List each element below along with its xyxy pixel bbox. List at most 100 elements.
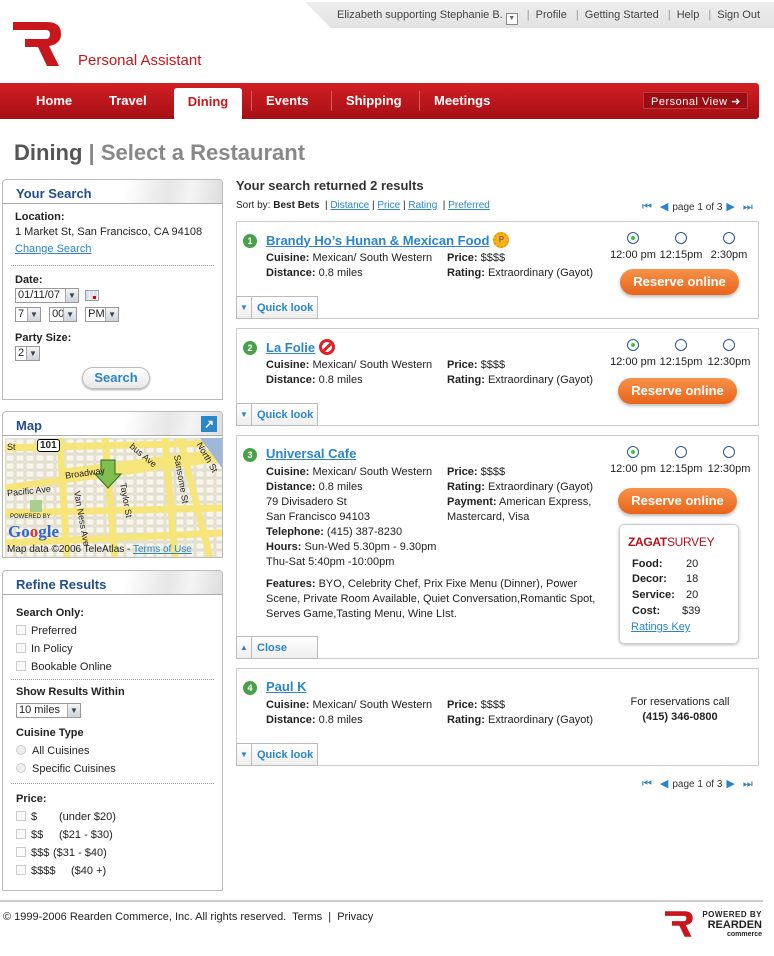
profile-link[interactable]: Profile: [535, 9, 567, 21]
time-slot-label: 12:00 pm: [610, 356, 656, 368]
restaurant-name-link[interactable]: Brandy Ho’s Hunan & Mexican Food: [266, 232, 490, 248]
detail-row: Cuisine: Mexican/ South Western: [266, 466, 433, 478]
radio-specific-cuisines[interactable]: Specific Cuisines: [16, 763, 116, 775]
time-slot-radio[interactable]: [723, 232, 735, 244]
map-terms-link[interactable]: Terms of Use: [132, 544, 192, 555]
reserve-online-button[interactable]: Reserve online: [618, 378, 737, 404]
panel-title: Map: [3, 412, 222, 436]
checkbox[interactable]: [16, 865, 26, 875]
filter-price[interactable]: $$$ ($31 - $40): [16, 847, 107, 859]
user-switcher[interactable]: Elizabeth supporting Stephanie B.: [337, 9, 503, 21]
distance-select[interactable]: 10 miles ▼: [16, 703, 81, 718]
time-slot-label: 12:30pm: [707, 463, 751, 475]
time-slot-radio[interactable]: [627, 232, 639, 244]
sign-out-link[interactable]: Sign Out: [717, 9, 761, 21]
tab-events[interactable]: Events: [266, 93, 309, 108]
caret-up-icon: ▲: [237, 637, 252, 658]
sort-distance[interactable]: Distance: [330, 200, 370, 211]
reserve-online-button[interactable]: Reserve online: [618, 488, 737, 514]
time-slot-radio[interactable]: [723, 339, 735, 351]
sort-rating[interactable]: Rating: [408, 200, 438, 211]
refine-results-panel: Refine Results Search Only: Preferred In…: [2, 570, 223, 891]
detail-row: Cuisine: Mexican/ South Western: [266, 699, 433, 711]
footer: © 1999-2006 Rearden Commerce, Inc. All r…: [3, 911, 374, 923]
price-range: ($21 - $30): [59, 829, 113, 841]
time-slot-radio[interactable]: [675, 446, 687, 458]
next-page-icon[interactable]: ▶: [726, 778, 735, 790]
rearden-logo-icon[interactable]: [13, 22, 65, 66]
result-number: 1: [243, 234, 257, 248]
restaurant-name-link[interactable]: La Folie: [266, 339, 316, 355]
filter-price[interactable]: $ (under $20): [16, 811, 116, 823]
toggle-label: Quick look: [257, 749, 314, 761]
last-page-icon[interactable]: ⏭: [742, 201, 753, 213]
price-symbol: $$$: [31, 847, 50, 859]
checkbox[interactable]: [16, 829, 26, 839]
prev-page-icon[interactable]: ◀: [659, 201, 669, 213]
quick-look-button[interactable]: ▼ Quick look: [236, 403, 318, 426]
zagat-ratings-card: ZAGATSURVEY Food: 20 Decor: 18 Service: 20 Cost…: [619, 524, 739, 644]
tab-meetings[interactable]: Meetings: [434, 93, 491, 108]
date-select[interactable]: 01/11/07 ▼: [15, 288, 79, 303]
sort-best-bets[interactable]: Best Bets: [273, 200, 320, 211]
hour-select[interactable]: 7 ▼: [15, 307, 41, 322]
search-button[interactable]: Search: [82, 367, 150, 389]
privacy-link[interactable]: Privacy: [337, 911, 374, 923]
expand-map-icon[interactable]: ↗: [201, 416, 217, 432]
terms-link[interactable]: Terms: [292, 911, 323, 923]
checkbox[interactable]: [16, 811, 26, 821]
restaurant-name-link[interactable]: Paul K: [266, 679, 307, 694]
personal-view-button[interactable]: Personal View ➜: [643, 92, 748, 109]
filter-price[interactable]: $$ ($21 - $30): [16, 829, 113, 841]
ratings-key-link[interactable]: Ratings Key: [631, 621, 691, 633]
zagat-cost-label: Cost:: [632, 605, 661, 617]
first-page-icon[interactable]: ⏮: [642, 201, 652, 213]
time-slot-radio[interactable]: [627, 446, 639, 458]
detail-row: Hours: Sun-Wed 5.30pm - 9.30pm: [266, 541, 437, 553]
help-link[interactable]: Help: [676, 9, 700, 21]
close-details-button[interactable]: ▲ Close: [236, 636, 318, 659]
first-page-icon[interactable]: ⏮: [642, 778, 652, 790]
result-number: 4: [243, 681, 257, 695]
filter-in-policy[interactable]: In Policy: [16, 643, 73, 655]
tab-home[interactable]: Home: [36, 93, 73, 108]
ampm-select[interactable]: PM ▼: [85, 307, 120, 322]
minute-select[interactable]: 00 ▼: [49, 307, 78, 322]
filter-preferred[interactable]: Preferred: [16, 625, 77, 637]
tab-dining[interactable]: Dining: [174, 88, 242, 119]
filter-bookable-online[interactable]: Bookable Online: [16, 661, 112, 673]
tab-travel[interactable]: Travel: [109, 93, 147, 108]
time-slot-radio[interactable]: [723, 446, 735, 458]
calendar-icon[interactable]: [85, 290, 100, 301]
next-page-icon[interactable]: ▶: [726, 201, 735, 213]
radio-all-cuisines[interactable]: All Cuisines: [16, 745, 89, 757]
quick-look-button[interactable]: ▼ Quick look: [236, 296, 318, 319]
sort-price[interactable]: Price: [377, 200, 401, 211]
price-label: Price:: [16, 793, 47, 805]
restaurant-name-link[interactable]: Universal Cafe: [266, 446, 357, 461]
quick-look-button[interactable]: ▼ Quick look: [236, 743, 318, 766]
map-image[interactable]: 101 Broadway Pacific Ave Van Ness Ave Ta…: [5, 438, 222, 557]
getting-started-link[interactable]: Getting Started: [584, 9, 659, 21]
last-page-icon[interactable]: ⏭: [742, 778, 753, 790]
reserve-online-button[interactable]: Reserve online: [620, 269, 739, 295]
time-slot-radio[interactable]: [675, 339, 687, 351]
tab-shipping[interactable]: Shipping: [346, 93, 402, 108]
copyright: © 1999-2006 Rearden Commerce, Inc. All r…: [3, 911, 287, 923]
zagat-logo: ZAGATSURVEY: [628, 535, 715, 549]
filter-price[interactable]: $$$$ ($40 +): [16, 865, 106, 877]
search-only-label: Search Only:: [16, 607, 84, 619]
checkbox[interactable]: [16, 847, 26, 857]
time-slot-radio[interactable]: [627, 339, 639, 351]
party-size-select[interactable]: 2 ▼: [15, 346, 40, 361]
restaurant-card: 4 Paul K Cuisine: Mexican/ South Western Di…: [236, 668, 759, 766]
sort-preferred[interactable]: Preferred: [448, 200, 490, 211]
dropdown-arrow-icon[interactable]: ▼: [505, 13, 518, 25]
zagat-decor-value: 18: [686, 573, 699, 585]
restaurant-title: Paul K: [266, 679, 306, 694]
change-search-link[interactable]: Change Search: [15, 243, 92, 255]
time-slot-radio[interactable]: [675, 232, 687, 244]
date-label: Date:: [15, 274, 43, 286]
prev-page-icon[interactable]: ◀: [659, 778, 669, 790]
not-in-policy-icon: [319, 339, 336, 355]
